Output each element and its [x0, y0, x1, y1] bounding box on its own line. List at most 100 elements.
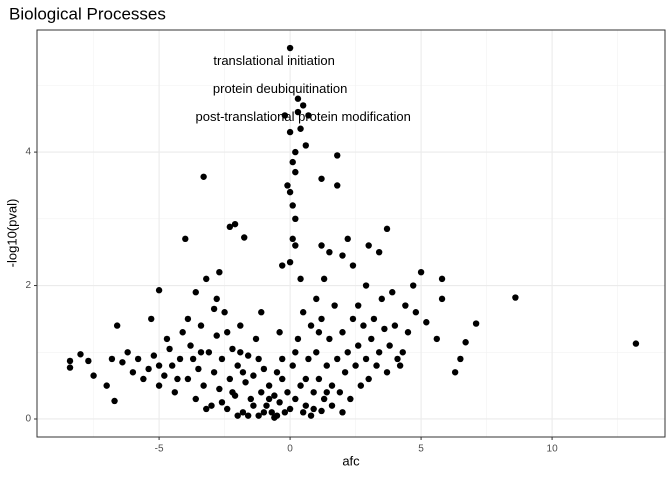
point [200, 173, 207, 180]
point [417, 268, 425, 276]
point [328, 382, 336, 389]
point [438, 295, 446, 303]
point [318, 407, 325, 415]
point [229, 345, 236, 353]
point [334, 182, 341, 189]
x-tick-label: -5 [155, 444, 164, 455]
point [339, 252, 346, 259]
point [145, 365, 152, 373]
point [286, 405, 294, 413]
point [252, 335, 260, 343]
point [370, 315, 378, 323]
point [433, 335, 441, 343]
point [224, 329, 231, 336]
point [234, 412, 241, 419]
point [200, 382, 207, 389]
point [292, 148, 299, 156]
point [297, 125, 304, 132]
point [182, 235, 189, 243]
point [218, 355, 226, 363]
point [195, 365, 202, 373]
point [389, 289, 396, 296]
point [320, 395, 328, 403]
point [323, 362, 330, 369]
point [302, 142, 310, 149]
point [438, 275, 446, 283]
y-axis-label: -log10(pval) [4, 199, 19, 268]
point [66, 357, 74, 365]
point [276, 329, 283, 336]
point [394, 355, 401, 363]
point [66, 364, 74, 371]
point [410, 282, 417, 289]
point [355, 342, 362, 349]
point [365, 375, 372, 383]
point [286, 188, 294, 196]
x-tick-label: 10 [547, 444, 559, 455]
point [210, 369, 218, 376]
point [244, 412, 252, 419]
point [375, 248, 383, 256]
point [341, 369, 349, 376]
annotation: protein deubiquitination [213, 81, 347, 96]
point [224, 405, 231, 413]
point [166, 345, 173, 353]
point [292, 242, 299, 249]
point [310, 405, 317, 413]
point [231, 220, 239, 228]
point [472, 320, 480, 327]
point [323, 389, 330, 396]
point [218, 399, 226, 406]
point [155, 362, 163, 369]
point [307, 412, 315, 419]
point [284, 389, 291, 396]
point [276, 399, 283, 406]
point [229, 389, 236, 396]
point [155, 382, 163, 389]
point [289, 362, 296, 369]
point [216, 385, 223, 393]
point [281, 409, 289, 416]
point [349, 262, 357, 269]
point [331, 302, 338, 309]
y-tick-label: 0 [25, 414, 31, 425]
point [273, 369, 281, 376]
point [241, 234, 248, 241]
chart-title: Biological Processes [9, 4, 166, 23]
point [111, 397, 118, 405]
point [381, 325, 388, 333]
point [292, 215, 299, 223]
point [315, 375, 323, 383]
point [297, 275, 304, 283]
point [250, 372, 257, 379]
y-tick-label: 2 [25, 280, 31, 291]
point [205, 349, 213, 356]
point [279, 262, 286, 269]
point [203, 405, 210, 413]
point [292, 349, 299, 356]
point [457, 355, 464, 363]
point [174, 375, 181, 383]
point [412, 309, 420, 316]
point [451, 369, 459, 376]
point [221, 309, 228, 316]
point [294, 95, 302, 102]
point [265, 382, 273, 389]
y-tick-label: 4 [25, 147, 31, 158]
point [260, 365, 268, 373]
point [399, 349, 406, 356]
point [347, 395, 354, 403]
annotation: translational initiation [213, 53, 334, 68]
point [286, 128, 294, 136]
point [383, 369, 391, 376]
point [289, 235, 296, 243]
point [339, 409, 346, 416]
point [313, 349, 320, 356]
point [242, 379, 249, 386]
point [216, 268, 223, 276]
point [292, 395, 299, 403]
point [360, 322, 367, 329]
point [250, 402, 257, 409]
point [148, 315, 155, 323]
